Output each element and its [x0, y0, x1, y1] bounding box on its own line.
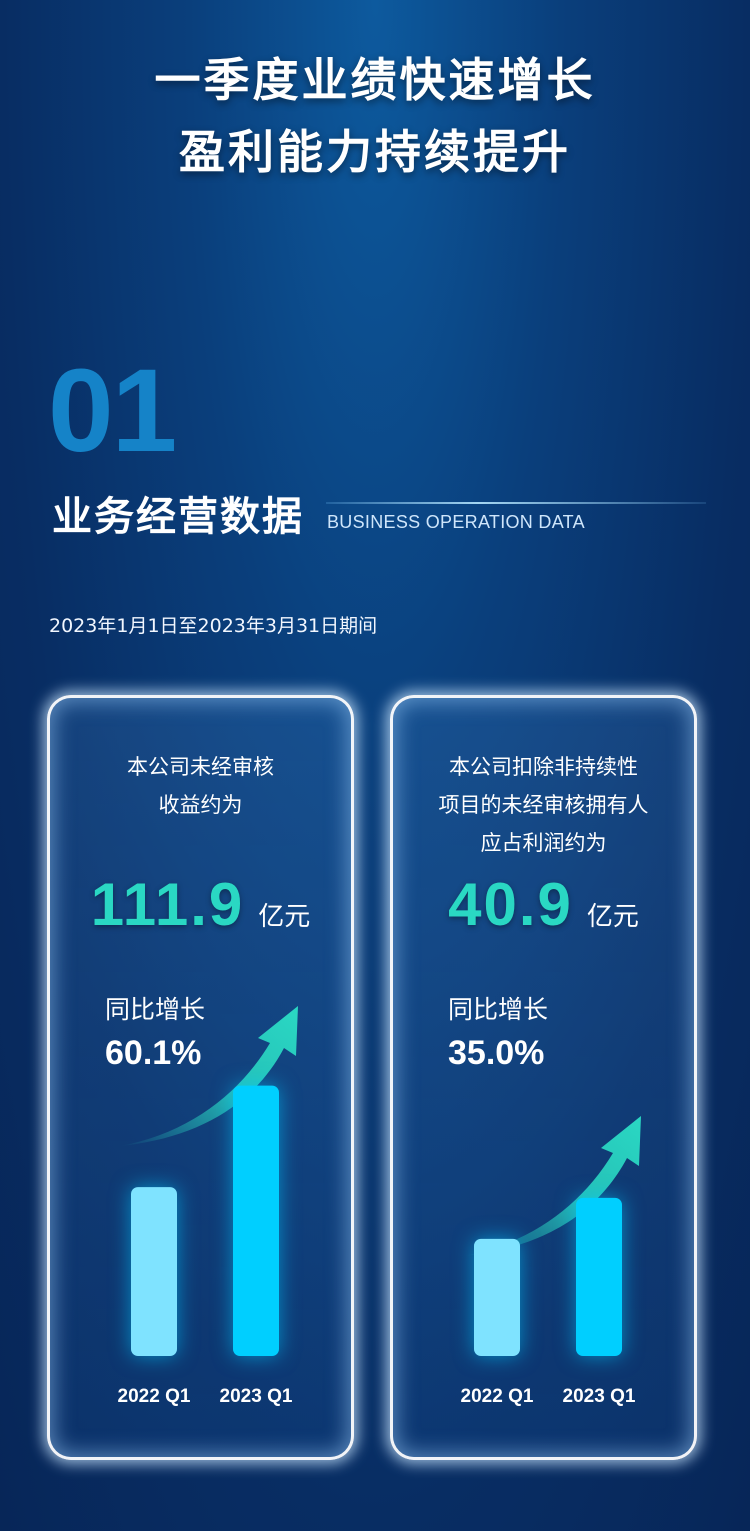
- yoy-label: 同比增长: [448, 995, 549, 1024]
- headline-value: 40.9 亿元: [393, 870, 694, 939]
- yoy-label: 同比增长: [105, 995, 206, 1024]
- x-tick-label: 2022 Q1: [461, 1386, 534, 1407]
- section-number: 01: [48, 345, 177, 477]
- headline-line-1: 一季度业绩快速增长: [154, 53, 596, 107]
- description-line: 项目的未经审核拥有人: [438, 793, 649, 817]
- value-unit: 亿元: [586, 902, 639, 932]
- bar-2023-q1: [576, 1197, 622, 1356]
- bar-chart: 2022 Q1 2023 Q1: [461, 1116, 641, 1407]
- description-line: 本公司未经审核: [127, 755, 274, 779]
- yoy-value: 60.1%: [105, 1034, 202, 1072]
- value-number: 40.9: [448, 871, 573, 938]
- section-subtitle: BUSINESS OPERATION DATA: [327, 512, 585, 532]
- card-description: 本公司扣除非持续性 项目的未经审核拥有人 应占利润约为: [393, 748, 694, 862]
- bar-2022-q1: [131, 1187, 177, 1356]
- x-tick-label: 2022 Q1: [118, 1386, 191, 1407]
- value-unit: 亿元: [258, 902, 311, 932]
- bar-2023-q1: [233, 1085, 279, 1356]
- card-description: 本公司未经审核 收益约为: [50, 748, 351, 824]
- description-line: 收益约为: [158, 793, 243, 817]
- description-line: 应占利润约为: [480, 831, 607, 855]
- yoy-value: 35.0%: [448, 1034, 545, 1072]
- bar-chart: 2022 Q1 2023 Q1: [118, 1006, 298, 1407]
- x-tick-label: 2023 Q1: [220, 1386, 293, 1407]
- growth-arrow-icon: [463, 1116, 641, 1256]
- headline-value: 111.9 亿元: [50, 870, 351, 939]
- section-title: 业务经营数据: [52, 494, 304, 540]
- headline-line-2: 盈利能力持续提升: [179, 125, 571, 179]
- reporting-period: 2023年1月1日至2023年3月31日期间: [49, 615, 378, 637]
- growth-arrow-icon: [120, 1006, 298, 1146]
- profit-card: 本公司扣除非持续性 项目的未经审核拥有人 应占利润约为 40.9 亿元 2022 …: [390, 695, 697, 1460]
- x-tick-label: 2023 Q1: [563, 1386, 636, 1407]
- bar-2022-q1: [474, 1238, 520, 1356]
- section-divider: [326, 502, 706, 504]
- value-number: 111.9: [90, 871, 245, 938]
- description-line: 本公司扣除非持续性: [449, 755, 638, 779]
- revenue-card: 本公司未经审核 收益约为 111.9 亿元 2022 Q1 2023 Q1 同比增长…: [47, 695, 354, 1460]
